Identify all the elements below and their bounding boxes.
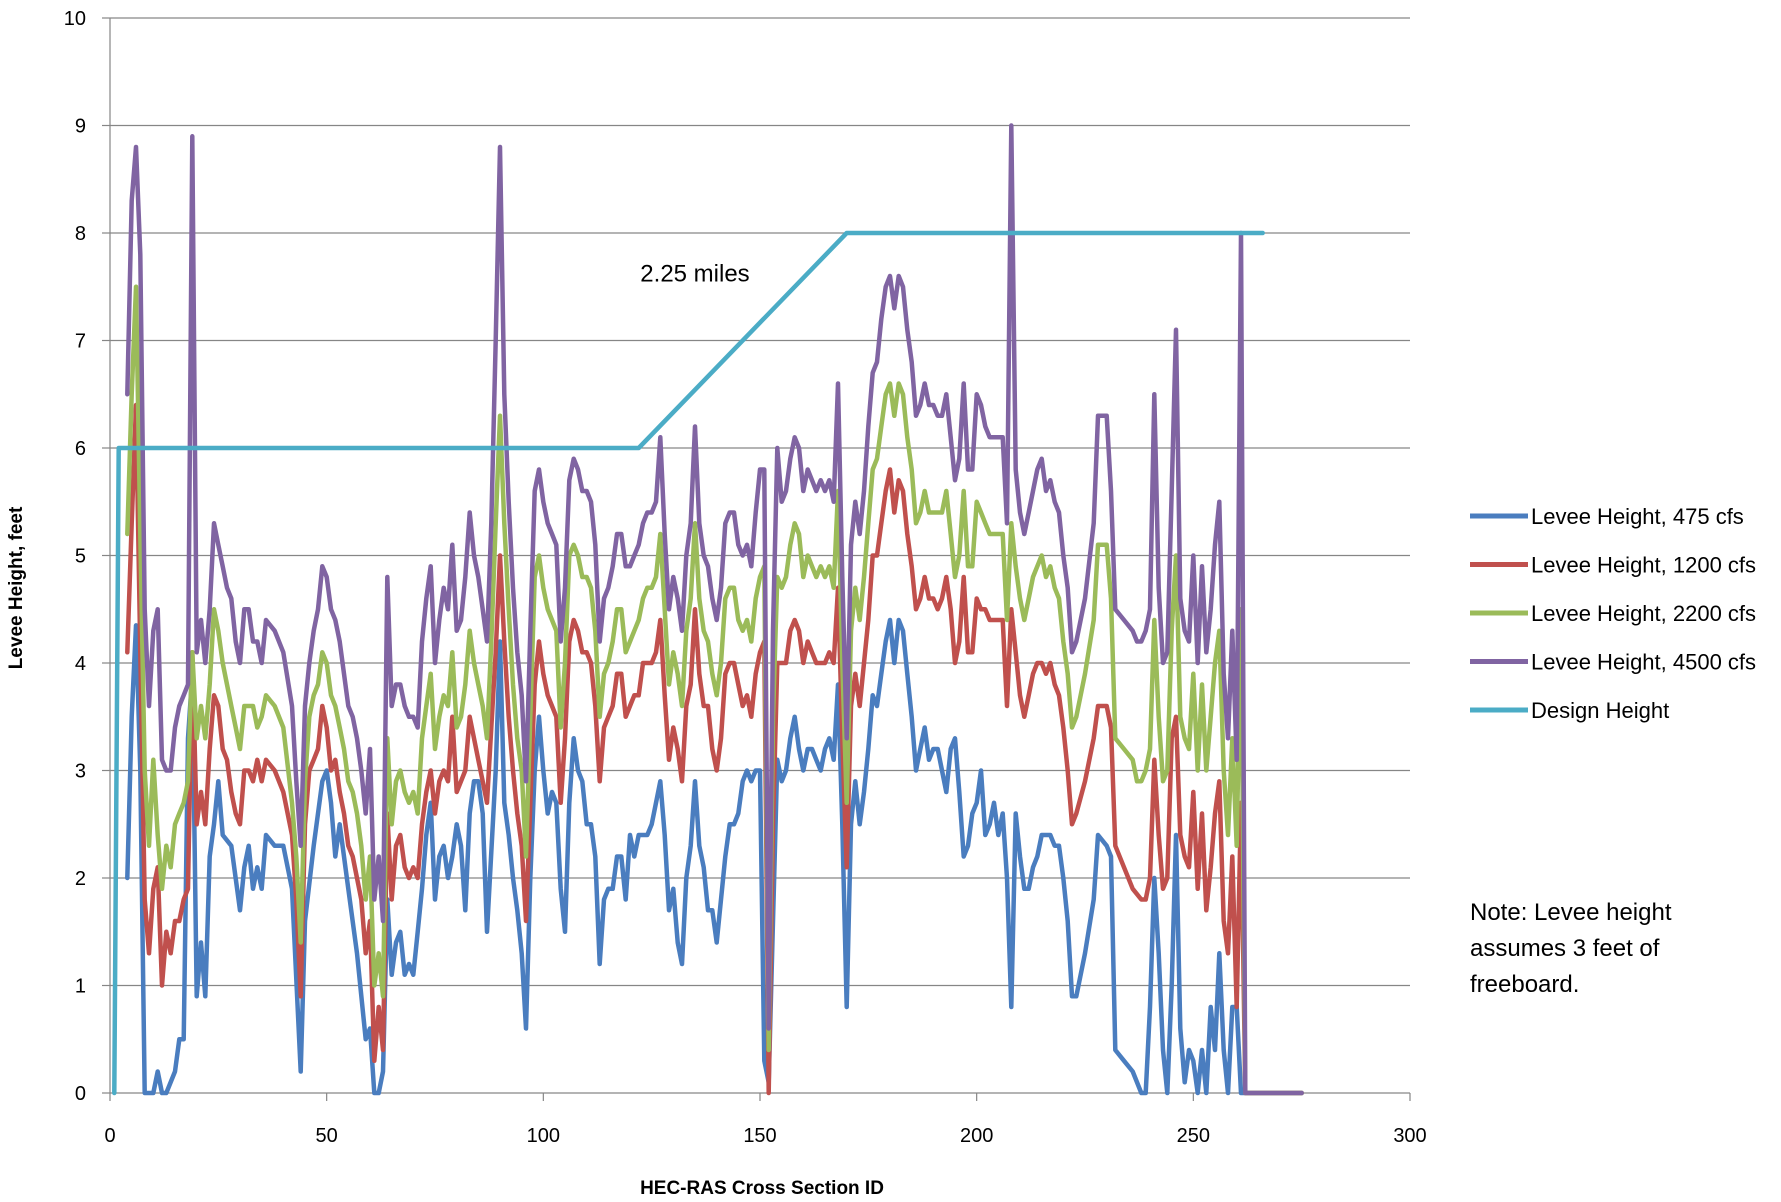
y-tick-label: 3: [75, 761, 86, 783]
y-tick-label: 8: [75, 223, 86, 245]
y-tick-label: 10: [64, 8, 86, 30]
legend-label: Levee Height, 475 cfs: [1531, 504, 1744, 529]
x-tick-label: 0: [104, 1125, 115, 1147]
series-line-3: [125, 284, 1304, 1096]
series-line-5: [112, 230, 1265, 1096]
legend-label: Levee Height, 2200 cfs: [1531, 601, 1756, 626]
y-tick-label: 6: [75, 438, 86, 460]
annotation-note-line: freeboard.: [1470, 971, 1579, 998]
x-tick-label: 50: [316, 1125, 338, 1147]
x-tick-label: 200: [960, 1125, 993, 1147]
y-tick-label: 5: [75, 546, 86, 568]
annotation-note-line: Note: Levee height: [1470, 899, 1672, 926]
x-tick-label: 250: [1177, 1125, 1210, 1147]
y-tick-label: 4: [75, 653, 86, 675]
annotation-note-line: assumes 3 feet of: [1470, 935, 1660, 962]
x-tick-label: 150: [743, 1125, 776, 1147]
x-axis-label: HEC-RAS Cross Section ID: [640, 1178, 884, 1197]
x-tick-label: 300: [1393, 1125, 1426, 1147]
y-tick-label: 2: [75, 868, 86, 890]
legend: Levee Height, 475 cfs Levee Height, 1200 …: [1470, 504, 1756, 723]
series-line-2: [125, 402, 1304, 1096]
series-line-1: [125, 617, 1304, 1096]
legend-label: Levee Height, 4500 cfs: [1531, 650, 1756, 675]
y-tick-label: 1: [75, 976, 86, 998]
annotation-distance: 2.25 miles: [640, 260, 749, 287]
y-axis-label: Levee Height, feet: [6, 506, 27, 669]
y-tick-label: 0: [75, 1083, 86, 1105]
y-tick-label: 9: [75, 116, 86, 138]
legend-label: Levee Height, 1200 cfs: [1531, 553, 1756, 578]
legend-label: Design Height: [1531, 698, 1669, 723]
y-tick-label: 7: [75, 331, 86, 353]
series-lines: [112, 123, 1304, 1096]
annotations: 2.25 miles Note: Levee height assumes 3 fe…: [640, 260, 1672, 998]
series-line-4: [125, 123, 1304, 1096]
x-tick-label: 100: [527, 1125, 560, 1147]
